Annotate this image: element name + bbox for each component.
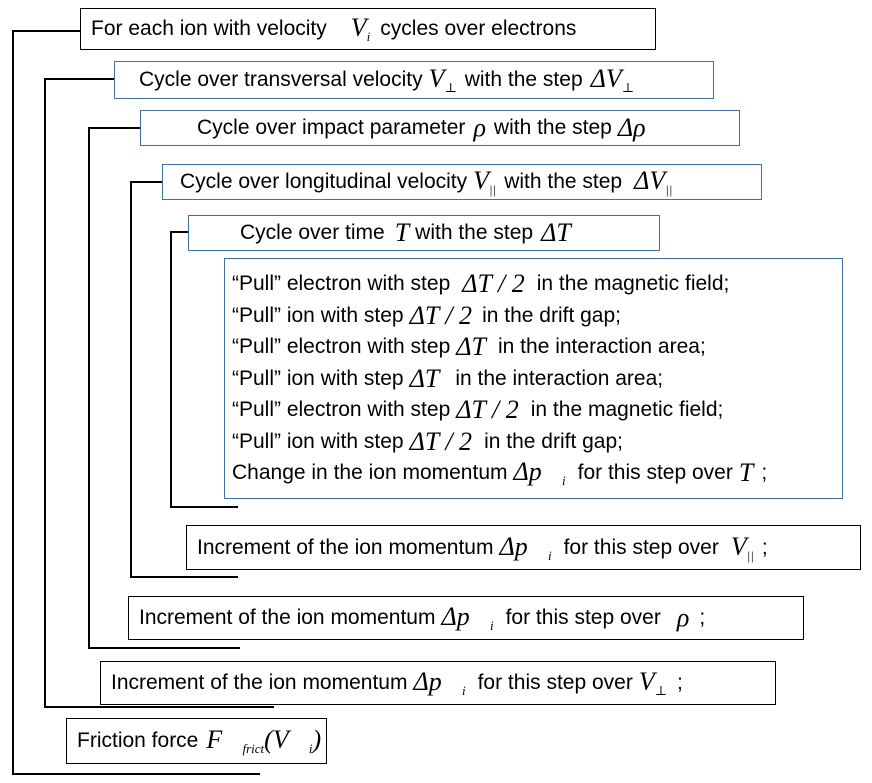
longitudinal-increment-box: Increment of the ion momentum Δp⃗i for t… [186,525,861,570]
transversal-loop-text: Cycle over transversal velocity [139,68,423,91]
time-step-symbol: ΔT [541,218,571,247]
transversal-step-text: with the step [464,68,583,91]
time-loop-box: Cycle over time T with the step ΔT [188,215,660,251]
longitudinal-velocity-loop-box: Cycle over longitudinal velocity V|| wit… [162,164,762,200]
bracket-2-bottom [44,706,274,708]
bracket-3-vertical [88,127,90,649]
impact-parameter-loop-box: Cycle over impact parameter ρ with the s… [140,110,740,146]
ion-velocity-symbol: Vi [350,13,371,44]
bracket-1-vertical [12,30,14,775]
impact-step-symbol: Δρ [617,113,646,142]
bracket-5-vertical [170,231,172,508]
impact-increment-box: Increment of the ion momentum Δp⃗i for t… [128,596,804,640]
pull-step-line: “Pull” ion with step ΔT in the interacti… [232,363,664,393]
pull-step-line: “Pull” electron with step ΔT / 2 in the … [232,269,730,298]
longitudinal-step-text: with the step [504,170,623,193]
momentum-increment-symbol: Δp⃗i [441,602,494,633]
longitudinal-step-symbol: ΔV|| [634,166,673,197]
ion-loop-text: For each ion with velocity [91,17,327,40]
bracket-1-top [12,30,80,32]
pull-step-line: “Pull” ion with step ΔT / 2 in the drift… [232,300,621,330]
momentum-increment-symbol: Δp⃗i [413,667,466,698]
pull-step-line: “Pull” electron with step ΔT in the inte… [232,332,706,361]
friction-force-box: Friction force F⃗frict(V⃗i) [66,718,327,764]
bracket-5-bottom [170,506,238,508]
time-loop-text: Cycle over time [240,221,385,244]
transversal-increment-box: Increment of the ion momentum Δp⃗i for t… [100,661,776,705]
ion-loop-box: For each ion with velocity Vi cycles ove… [80,8,656,50]
ion-loop-text-2: cycles over electrons [380,17,577,40]
friction-force-symbol: F⃗frict(V⃗i) [206,725,322,756]
bracket-1-bottom [12,773,260,775]
bracket-2-vertical [44,78,46,708]
bracket-2-top [44,78,114,80]
time-step-text: with the step [415,221,534,244]
pull-step-line: “Pull” ion with step ΔT / 2 in the drift… [232,426,623,456]
longitudinal-velocity-symbol: V|| [473,166,497,197]
transversal-step-symbol: ΔV⊥ [590,64,635,95]
bracket-4-bottom [130,576,238,578]
pull-steps-box: “Pull” electron with step ΔT / 2 in the … [224,258,843,499]
bracket-4-top [130,181,162,183]
impact-loop-text: Cycle over impact parameter [197,116,466,139]
bracket-3-bottom [88,647,240,649]
pull-step-line: “Pull” electron with step ΔT / 2 in the … [232,395,724,424]
transversal-velocity-symbol: V⊥ [428,64,457,95]
impact-parameter-symbol: ρ [473,113,486,142]
momentum-increment-symbol: Δp⃗i [499,531,552,563]
transversal-velocity-loop-box: Cycle over transversal velocity V⊥ with … [114,61,714,99]
bracket-4-vertical [130,181,132,578]
longitudinal-loop-text: Cycle over longitudinal velocity [180,170,468,193]
momentum-change-line: Change in the ion momentum Δp⃗i for this… [232,457,768,488]
time-symbol: T [394,218,410,247]
bracket-3-top [88,127,140,129]
bracket-5-top [170,231,188,233]
impact-step-text: with the step [493,116,612,139]
